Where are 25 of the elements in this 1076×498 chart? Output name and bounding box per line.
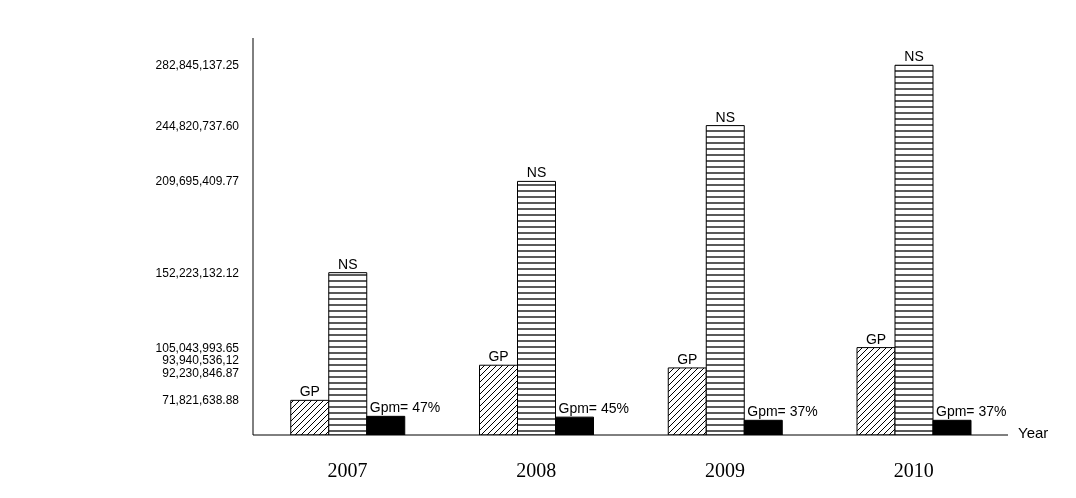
text: GP xyxy=(488,348,509,365)
y-tick-label: 105,043,993.65 xyxy=(155,340,240,355)
series-label: GP xyxy=(299,383,320,400)
text: NS xyxy=(526,164,547,181)
data-label: Gpm= 47% xyxy=(369,399,441,416)
data-label: Gpm= 37% xyxy=(747,403,818,420)
x-tick-label: 2009 xyxy=(704,459,745,482)
data-label: Gpm= 37% xyxy=(936,403,1007,420)
text: GP xyxy=(865,330,887,347)
series-label: NS xyxy=(338,255,358,272)
text: GP xyxy=(677,350,698,367)
text: NS xyxy=(904,48,924,65)
y-tick-label: 152,223,132.12 xyxy=(155,265,240,280)
x-tick-label: 2008 xyxy=(516,459,557,482)
x-tick-label: 2010 xyxy=(893,459,934,482)
y-tick-label: 93,940,536,12 xyxy=(162,353,240,368)
y-tick-label: 92,230,846.87 xyxy=(162,366,240,381)
y-tick-label: 244,820,737.60 xyxy=(155,118,240,133)
x-tick-label: 2007 xyxy=(327,459,368,482)
y-tick-label: 209,695,409.77 xyxy=(155,174,240,189)
data-label: Gpm= 45% xyxy=(558,400,629,417)
y-tick-label: 282,845,137.25 xyxy=(155,58,240,73)
y-tick-label: 71,821,638.88 xyxy=(162,393,240,408)
x-axis-title: Year xyxy=(1018,423,1049,441)
text: NS xyxy=(715,108,735,125)
